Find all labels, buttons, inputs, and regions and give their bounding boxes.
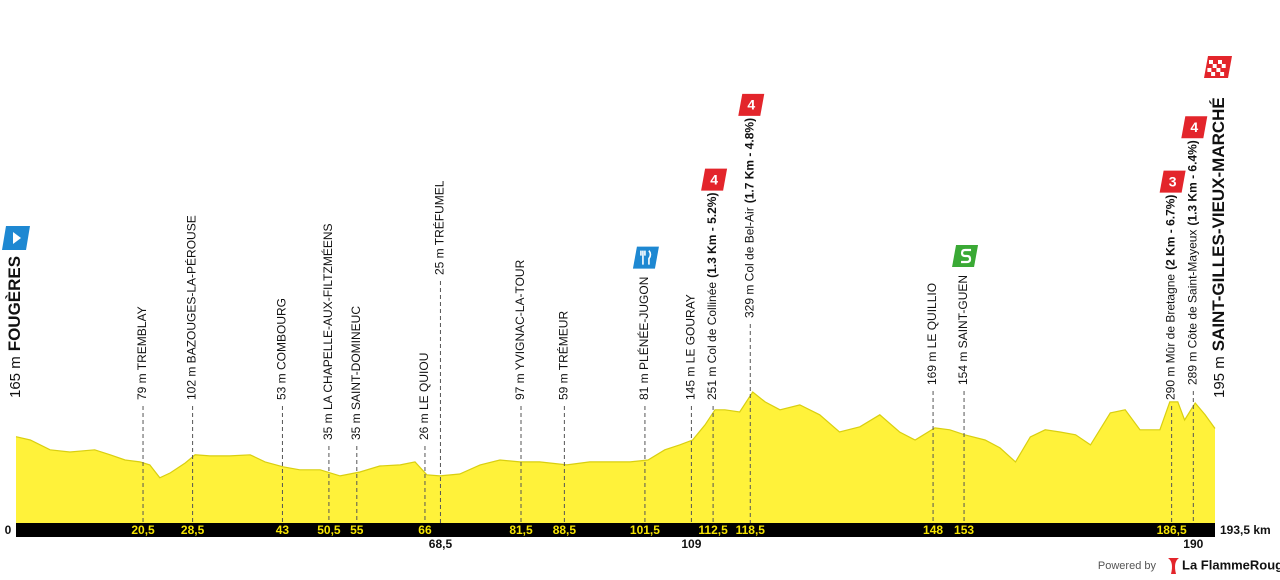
km-label: 81,5 [509, 523, 533, 537]
sprint-glyph [960, 248, 972, 264]
km-label: 55 [350, 523, 364, 537]
flag-square [1211, 72, 1216, 76]
waypoint-name: 329 m Col de Bel-Air [742, 207, 756, 318]
climb-category: 4 [1190, 119, 1198, 135]
flag-square [1221, 64, 1226, 68]
waypoint-label: 53 m COMBOURG [275, 298, 289, 400]
km-finish: 193,5 km [1220, 523, 1271, 537]
waypoint-label: 79 m TREMBLAY [135, 306, 149, 400]
feed-glyph [640, 250, 652, 265]
waypoint-name: 81 m PLÉNÉE-JUGON [636, 277, 651, 400]
finish-label: 195 m SAINT-GILLES-VIEUX-MARCHÉ [1209, 97, 1228, 398]
profile-area [16, 392, 1215, 523]
waypoint-label: 290 m Mûr de Bretagne (2 Km - 6.7%) [1164, 195, 1178, 400]
waypoint-name: 102 m BAZOUGES-LA-PÉROUSE [184, 215, 199, 400]
flag-bg [1204, 56, 1232, 78]
km-label: 186,5 [1157, 523, 1187, 537]
waypoint-label: 102 m BAZOUGES-LA-PÉROUSE [184, 215, 199, 400]
waypoint-name: 290 m Mûr de Bretagne [1164, 274, 1178, 400]
start-name: FOUGÈRES [5, 256, 24, 351]
climb-category: 4 [747, 97, 755, 113]
waypoint-name: 35 m SAINT-DOMINEUC [349, 306, 363, 440]
brand-logo [1168, 558, 1179, 574]
waypoint-name: 79 m TREMBLAY [135, 306, 149, 400]
waypoint-label: 59 m TRÉMEUR [556, 311, 571, 400]
climb-badge [738, 93, 765, 116]
waypoint-label: 35 m SAINT-DOMINEUC [349, 306, 363, 440]
flag-square [1220, 72, 1225, 76]
climb-category: 4 [710, 171, 718, 187]
waypoint-label: 289 m Côte de Saint-Mayeux (1.3 Km - 6.4%… [1185, 140, 1199, 385]
climb-detail: (1.7 Km - 4.8%) [742, 118, 756, 203]
waypoint-label: 26 m LE QUIOU [417, 353, 431, 440]
waypoint-name: 145 m LE GOURAY [684, 294, 698, 400]
waypoint-name: 53 m COMBOURG [275, 298, 289, 400]
km-label: 66 [418, 523, 432, 537]
flag-square [1216, 68, 1221, 72]
waypoint-name: 169 m LE QUILLIO [925, 283, 939, 385]
km-label: 50,5 [317, 523, 341, 537]
km-label: 101,5 [630, 523, 660, 537]
km-start: 0 [5, 523, 12, 537]
finish-name: SAINT-GILLES-VIEUX-MARCHÉ [1209, 97, 1228, 351]
climb-badge [1159, 170, 1186, 193]
km-label: 20,5 [131, 523, 155, 537]
waypoint-name: 25 m TRÉFUMEL [432, 180, 447, 275]
feed-icon [632, 246, 659, 269]
km-label: 148 [923, 523, 943, 537]
km-label: 88,5 [553, 523, 577, 537]
finish-flag [1204, 56, 1232, 78]
waypoint-label: 145 m LE GOURAY [684, 294, 698, 400]
powered-by: Powered by [1098, 560, 1157, 572]
finish-altitude: 195 m [1211, 356, 1228, 398]
waypoint-name: 59 m TRÉMEUR [556, 311, 571, 400]
waypoint-label: 97 m YVIGNAC-LA-TOUR [513, 259, 527, 400]
km-label: 28,5 [181, 523, 205, 537]
climb-detail: (2 Km - 6.7%) [1164, 195, 1178, 270]
waypoint-label: 35 m LA CHAPELLE-AUX-FILTZMÉENS [320, 223, 335, 440]
brand: La FlammeRouge [1182, 557, 1280, 572]
flag-square [1218, 60, 1222, 64]
km-label: 43 [276, 523, 290, 537]
waypoint-name: 97 m YVIGNAC-LA-TOUR [513, 259, 527, 400]
km-label: 118,5 [736, 523, 766, 537]
climb-badge [1181, 116, 1208, 139]
waypoint-label: 81 m PLÉNÉE-JUGON [636, 277, 651, 400]
waypoint-name: 251 m Col de Collinée [705, 282, 719, 400]
start-altitude: 165 m [7, 356, 24, 398]
profile-line [15, 391, 1216, 479]
climb-badge [701, 168, 728, 191]
km-label: 190 [1183, 537, 1203, 551]
climb-detail: (1.3 Km - 6.4%) [1185, 140, 1199, 225]
km-label: 153 [954, 523, 974, 537]
km-label: 109 [681, 537, 701, 551]
km-bar [16, 523, 1215, 537]
climb-category: 3 [1169, 173, 1177, 189]
km-label: 112,5 [698, 523, 728, 537]
flag-square [1212, 64, 1217, 68]
waypoint-name: 26 m LE QUIOU [417, 353, 431, 440]
start-label: 165 m FOUGÈRES [5, 256, 24, 398]
waypoint-name: 35 m LA CHAPELLE-AUX-FILTZMÉENS [320, 223, 335, 440]
waypoint-label: 251 m Col de Collinée (1.3 Km - 5.2%) [705, 193, 719, 400]
waypoint-label: 25 m TRÉFUMEL [432, 180, 447, 275]
flag-square [1207, 68, 1212, 72]
waypoint-name: 154 m SAINT-GUEN [956, 275, 970, 385]
waypoint-name: 289 m Côte de Saint-Mayeux [1185, 230, 1199, 385]
climb-detail: (1.3 Km - 5.2%) [705, 193, 719, 278]
waypoint-label: 169 m LE QUILLIO [925, 283, 939, 385]
km-label: 68,5 [429, 537, 453, 551]
start-arrow [13, 232, 21, 244]
flag-square [1209, 60, 1213, 64]
waypoint-label: 329 m Col de Bel-Air (1.7 Km - 4.8%) [742, 118, 756, 318]
waypoint-label: 154 m SAINT-GUEN [956, 275, 970, 385]
